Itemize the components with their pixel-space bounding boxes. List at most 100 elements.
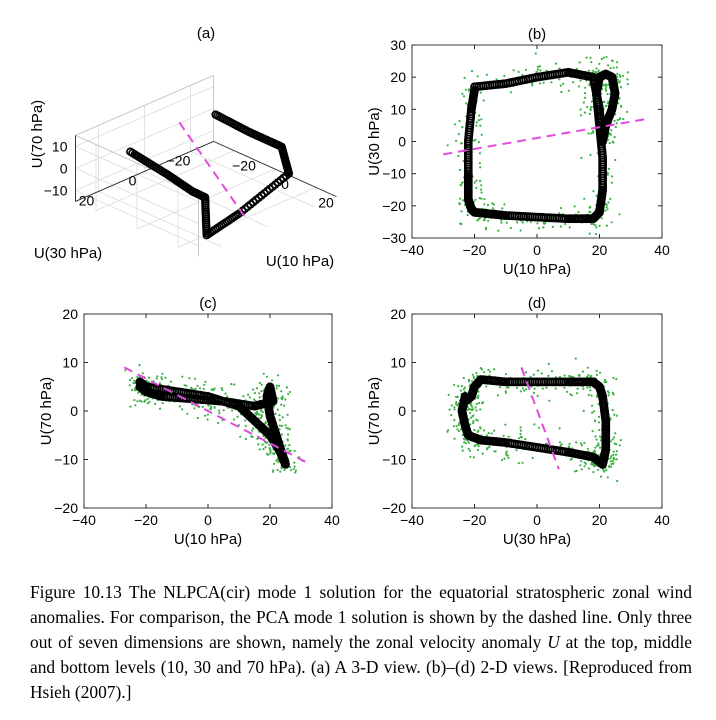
scatter-point xyxy=(536,394,539,397)
curve-point xyxy=(135,382,145,392)
scatter-point xyxy=(618,97,621,100)
scatter-point xyxy=(575,469,578,472)
scatter-point xyxy=(261,443,264,446)
scatter-point xyxy=(500,221,503,224)
scatter-point xyxy=(516,221,519,224)
scatter-point xyxy=(524,371,528,374)
y-tick-label: 0 xyxy=(70,403,78,419)
scatter-point xyxy=(609,133,613,136)
scatter-point xyxy=(595,232,598,236)
scatter-point xyxy=(467,441,470,444)
scatter-point xyxy=(619,117,622,120)
scatter-point xyxy=(268,443,271,446)
scatter-point xyxy=(512,69,515,72)
scatter-point xyxy=(488,370,492,373)
scatter-point xyxy=(600,217,603,220)
panel-title: (c) xyxy=(199,295,217,312)
scatter-point xyxy=(505,452,508,455)
scatter-point xyxy=(595,194,598,197)
scatter-point xyxy=(473,428,476,431)
scatter-point xyxy=(213,406,216,409)
scatter-point xyxy=(610,221,613,224)
scatter-point xyxy=(244,437,247,441)
scatter-point xyxy=(558,67,561,70)
scatter-point xyxy=(605,224,609,227)
grid-line xyxy=(75,108,214,169)
curve-point xyxy=(126,147,135,156)
scatter-point xyxy=(620,105,623,108)
scatter-point xyxy=(141,372,144,375)
scatter-point xyxy=(490,432,493,435)
scatter-point xyxy=(478,401,481,405)
scatter-point xyxy=(537,227,541,230)
scatter-point xyxy=(476,219,479,222)
scatter-point xyxy=(471,373,474,376)
scatter-point xyxy=(587,132,590,135)
scatter-point xyxy=(450,404,453,407)
scatter-point xyxy=(476,75,479,78)
scatter-point xyxy=(471,415,474,418)
scatter-point xyxy=(536,65,540,68)
y-tick-label: 20 xyxy=(390,69,406,85)
y-tick-label: 10 xyxy=(62,355,78,371)
scatter-point xyxy=(598,415,601,418)
scatter-point xyxy=(484,217,487,220)
scatter-point xyxy=(284,444,287,447)
scatter-point xyxy=(470,380,474,383)
scatter-point xyxy=(592,69,595,72)
scatter-point xyxy=(592,471,595,474)
scatter-point xyxy=(583,92,587,95)
pca-dashed-line xyxy=(178,121,247,219)
scatter-point xyxy=(558,427,561,430)
scatter-point xyxy=(467,447,470,450)
scatter-point xyxy=(486,447,489,450)
scatter-point xyxy=(478,114,481,117)
scatter-point xyxy=(586,366,589,369)
scatter-point xyxy=(154,402,157,405)
y-tick-label: 0 xyxy=(129,172,137,188)
scatter-point xyxy=(524,438,527,441)
scatter-point xyxy=(612,462,615,465)
scatter-point xyxy=(550,370,554,373)
scatter-point xyxy=(262,448,265,451)
scatter-point xyxy=(610,455,613,458)
y-tick-label: 10 xyxy=(390,101,406,117)
scatter-point xyxy=(475,124,478,127)
y-tick-label: 10 xyxy=(390,355,406,371)
scatter-point xyxy=(131,388,134,392)
scatter-point xyxy=(276,374,280,377)
scatter-point xyxy=(597,468,600,471)
scatter-point xyxy=(133,382,136,385)
scatter-point xyxy=(578,61,581,64)
scatter-point xyxy=(594,446,597,449)
x-tick-label: 40 xyxy=(654,512,670,528)
scatter-point xyxy=(590,463,593,466)
scatter-point xyxy=(598,224,601,227)
scatter-point xyxy=(275,387,278,390)
scatter-point xyxy=(476,430,479,433)
y-tick-label: 0 xyxy=(398,134,406,150)
scatter-point xyxy=(524,68,528,71)
scatter-point xyxy=(217,421,220,425)
x-tick-label: 20 xyxy=(592,242,608,258)
figure: −20 0 20 −20 0 20 −10 0 10 U(10 hPa) U(30 hPa) U(70… xyxy=(29,25,670,548)
caption-text-2: at the top, middle and bottom levels (10… xyxy=(30,632,692,702)
scatter-point xyxy=(271,379,274,382)
scatter-point xyxy=(459,197,462,200)
x-tick-label: 0 xyxy=(281,176,289,192)
scatter-point xyxy=(281,416,284,419)
scatter-point xyxy=(610,462,613,466)
scatter-point xyxy=(472,420,475,423)
scatter-point xyxy=(590,100,594,103)
scatter-point xyxy=(580,460,583,463)
scatter-point xyxy=(469,408,472,411)
scatter-point xyxy=(523,389,526,392)
scatter-point xyxy=(292,467,295,471)
scatter-point xyxy=(183,384,186,387)
scatter-point xyxy=(583,461,586,464)
scatter-point xyxy=(531,84,534,87)
scatter-point xyxy=(609,67,612,70)
scatter-point xyxy=(137,391,140,394)
